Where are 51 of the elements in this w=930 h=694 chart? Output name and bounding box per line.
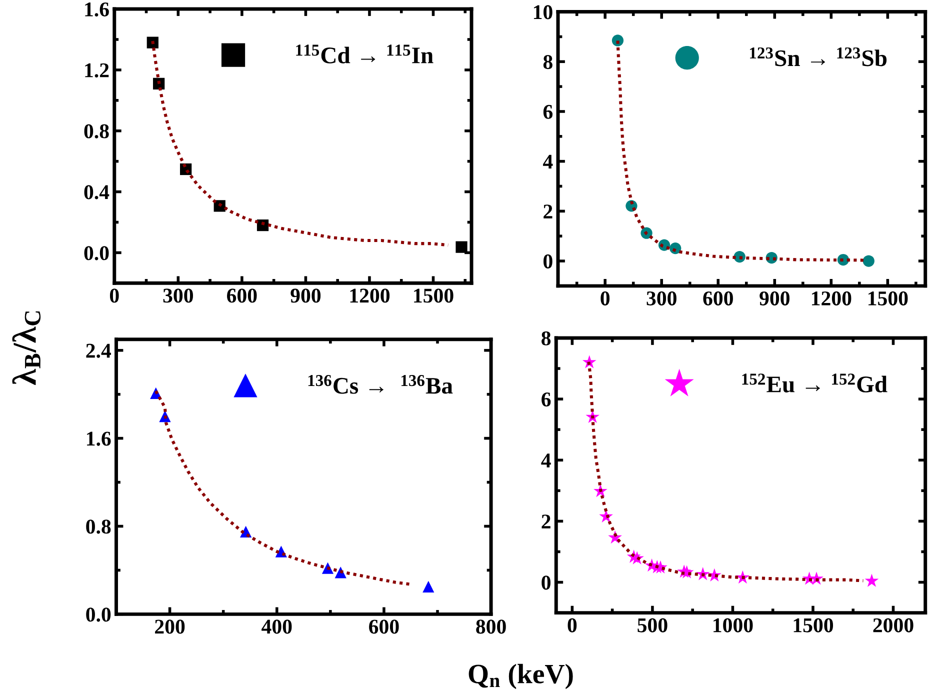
y-axis-title: λ$_{B}$/λ$_{C}$ xyxy=(12,311,41,385)
x-tick-label: 400 xyxy=(262,620,292,634)
y-tick-label: 0 xyxy=(542,576,550,590)
y-tick-label: 6 xyxy=(543,104,553,119)
x-tick-label: 900 xyxy=(290,288,321,303)
legend-label: $^{123}$Sn → $^{123}$Sb xyxy=(750,47,887,66)
legend-label: $^{136}$Cs → $^{136}$Ba xyxy=(308,375,453,394)
x-tick-label: 600 xyxy=(703,291,733,306)
point xyxy=(422,580,434,593)
y-tick-label: 1.6 xyxy=(85,2,109,17)
x-tick-label: 600 xyxy=(227,288,257,303)
y-tick-label: 0 xyxy=(544,254,552,268)
y-tick-label: 2 xyxy=(542,514,550,528)
y-tick-label: 2.4 xyxy=(86,344,111,358)
y-tick-label: 2 xyxy=(544,204,552,218)
x-tick-label: 0 xyxy=(568,618,577,632)
legend-label: $^{115}$Cd → $^{115}$In xyxy=(296,44,434,64)
point xyxy=(456,241,468,253)
y-tick-label: 10 xyxy=(534,5,552,20)
y-tick-label: 0.8 xyxy=(86,520,111,534)
y-tick-label: 4 xyxy=(543,154,553,169)
x-tick-label: 500 xyxy=(638,618,668,632)
x-tick-label: 1200 xyxy=(812,291,852,306)
x-tick-label: 900 xyxy=(760,291,790,306)
y-tick-label: 0.0 xyxy=(86,608,111,622)
x-tick-label: 1000 xyxy=(714,618,753,632)
y-tick-label: 6 xyxy=(542,392,551,406)
x-tick-label: 300 xyxy=(163,288,193,303)
x-tick-label: 2000 xyxy=(873,618,914,632)
x-tick-label: 300 xyxy=(646,291,676,306)
y-tick-label: 0.8 xyxy=(84,124,109,138)
y-tick-label: 0.4 xyxy=(84,185,110,200)
y-tick-label: 1.2 xyxy=(85,63,109,78)
point xyxy=(146,36,158,48)
x-tick-label: 600 xyxy=(369,620,399,634)
x-tick-label: 1200 xyxy=(350,288,390,303)
y-tick-label: 8 xyxy=(542,331,551,346)
point xyxy=(864,574,879,587)
y-tick-label: 1.6 xyxy=(87,432,111,446)
x-tick-label: 1500 xyxy=(868,291,908,306)
x-tick-label: 800 xyxy=(476,620,506,634)
point xyxy=(862,255,874,267)
x-tick-label: 1500 xyxy=(414,288,454,303)
legend-label: $^{152}$Eu → $^{152}$Gd xyxy=(742,374,888,392)
x-tick-label: 200 xyxy=(155,620,185,634)
x-axis-title: Q$_{n}$ (keV) xyxy=(468,664,573,690)
x-tick-label: 0 xyxy=(600,291,610,306)
y-tick-label: 4 xyxy=(541,454,551,468)
y-tick-label: 0.0 xyxy=(84,246,109,260)
x-tick-label: 1500 xyxy=(794,618,834,632)
y-tick-label: 8 xyxy=(543,55,552,70)
